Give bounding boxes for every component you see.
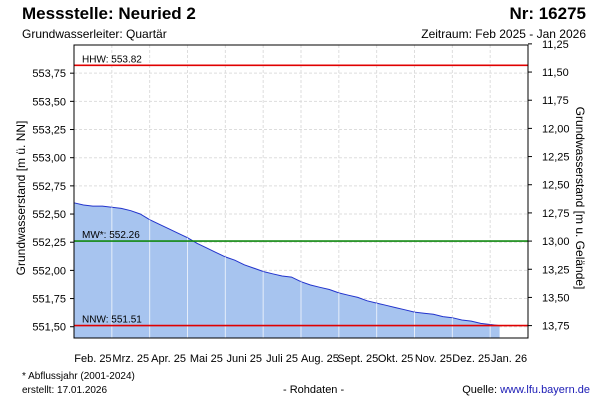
x-tick-label-2: Apr. 25 — [151, 353, 186, 365]
x-tick-label-0: Feb. 25 — [74, 353, 111, 365]
x-tick-label-10: Dez. 25 — [452, 353, 490, 365]
grid-layer — [74, 45, 528, 338]
x-tick-label-3: Mai 25 — [190, 353, 223, 365]
ref-label-hhw: HHW: 553.82 — [82, 54, 142, 65]
reference-lines-layer: HHW: 553.82 MW*: 552.26 NNW: 551.51 — [74, 54, 528, 327]
y-tick-label-right-3: 12,00 — [542, 123, 570, 135]
y-tick-label-right-5: 12,50 — [542, 180, 570, 192]
y-tick-label-right-6: 12,75 — [542, 208, 570, 220]
y-tick-label-right-0: 11,25 — [542, 39, 569, 51]
y-tick-label-right-8: 13,25 — [542, 264, 570, 276]
y-tick-label-left-0: 551,50 — [32, 322, 66, 334]
x-tick-label-9: Nov. 25 — [415, 353, 452, 365]
ref-label-mw: MW*: 552.26 — [82, 230, 140, 241]
axis-layer: 551,50 551,75 552,00 552,25 552,50 552,75 553,… — [32, 39, 569, 365]
y-tick-label-left-1: 551,75 — [32, 294, 66, 306]
ref-label-nnw: NNW: 551.51 — [82, 315, 142, 326]
y-tick-label-left-9: 553,75 — [32, 68, 66, 80]
source-prefix: Quelle: — [462, 384, 501, 396]
source-link[interactable]: www.lfu.bayern.de — [500, 384, 590, 396]
y-tick-label-left-5: 552,75 — [32, 181, 66, 193]
y-tick-label-right-7: 13,00 — [542, 236, 570, 248]
y-tick-label-right-9: 13,50 — [542, 292, 570, 304]
y-axis-title-right: Grundwasserstand [m u. Gelände] — [573, 107, 587, 290]
y-tick-label-left-4: 552,50 — [32, 209, 66, 221]
chart-title: Messstelle: Neuried 2 — [22, 4, 196, 23]
raw-data-label: - Rohdaten - — [283, 384, 345, 396]
area-layer — [73, 202, 500, 338]
x-tick-label-7: Sept. 25 — [337, 353, 378, 365]
y-tick-label-left-6: 553,00 — [32, 153, 66, 165]
station-number: Nr: 16275 — [509, 4, 586, 23]
y-tick-label-left-8: 553,50 — [32, 96, 66, 108]
y-tick-label-right-10: 13,75 — [542, 321, 570, 333]
y-tick-label-right-2: 11,75 — [542, 95, 569, 107]
period-label: Zeitraum: Feb 2025 - Jan 2026 — [421, 27, 586, 41]
series-line-0 — [73, 202, 500, 327]
created-date: erstellt: 17.01.2026 — [22, 385, 108, 396]
source: Quelle: www.lfu.bayern.de — [462, 384, 590, 396]
x-tick-label-6: Aug. 25 — [301, 353, 339, 365]
plot-frame — [73, 44, 529, 339]
y-tick-label-right-1: 11,50 — [542, 67, 569, 79]
series-area-0 — [74, 202, 500, 338]
x-tick-label-5: Juli 25 — [266, 353, 298, 365]
y-axis-title-left: Grundwasserstand [m ü. NN] — [14, 121, 28, 276]
y-tick-label-left-3: 552,25 — [32, 237, 66, 249]
y-tick-label-right-4: 12,25 — [542, 152, 570, 164]
aquifer-label: Grundwasserleiter: Quartär — [22, 27, 167, 41]
x-tick-label-8: Okt. 25 — [378, 353, 413, 365]
x-tick-label-4: Juni 25 — [227, 353, 262, 365]
x-tick-label-11: Jan. 26 — [491, 353, 527, 365]
x-tick-label-1: Mrz. 25 — [112, 353, 149, 365]
footnote: * Abflussjahr (2001-2024) — [22, 371, 135, 382]
y-tick-label-left-7: 553,25 — [32, 125, 66, 137]
y-tick-label-left-2: 552,00 — [32, 265, 66, 277]
